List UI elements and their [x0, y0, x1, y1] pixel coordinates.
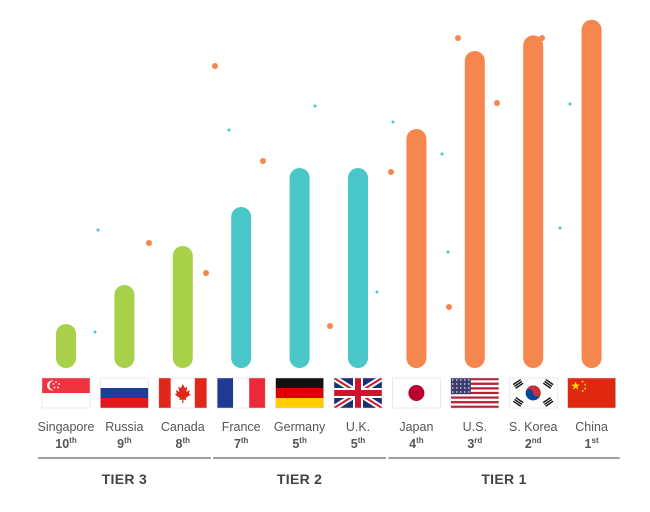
decor-dot: [203, 270, 209, 276]
decor-dot: [96, 228, 100, 232]
country-label: Singapore: [38, 420, 95, 434]
decor-dot: [446, 304, 452, 310]
singapore-flag-icon: [41, 377, 91, 409]
rank-label: 2nd: [525, 436, 542, 451]
germany-flag-icon: [275, 377, 324, 409]
decor-dot: [313, 104, 317, 108]
decor-dot: [375, 290, 379, 294]
decor-dot: [146, 240, 152, 246]
bar-france: [231, 207, 252, 368]
france-flag-icon: [216, 377, 266, 409]
rank-label: 8th: [176, 436, 191, 451]
rank-label: 3rd: [467, 436, 482, 451]
decor-dot: [494, 100, 500, 106]
decor-dot: [446, 250, 450, 254]
south-korea-flag-icon: [508, 377, 558, 409]
decor-dot: [327, 323, 333, 329]
rank-label: 1st: [585, 436, 599, 451]
rank-label: 7th: [234, 436, 249, 451]
country-label: Germany: [274, 420, 326, 434]
bar-canada: [172, 246, 193, 368]
decor-dot: [568, 102, 572, 106]
decor-dot: [388, 169, 394, 175]
tier-label: TIER 2: [277, 471, 322, 487]
decor-dot: [558, 226, 562, 230]
tier-label: TIER 1: [481, 471, 526, 487]
decor-dot: [93, 330, 97, 334]
bar-u-k-: [348, 168, 368, 368]
country-label: S. Korea: [509, 420, 558, 434]
country-label: China: [575, 420, 608, 434]
us-flag-icon: [450, 377, 500, 409]
country-label: U.K.: [346, 420, 370, 434]
rank-label: 10th: [55, 436, 77, 451]
decor-dot: [391, 120, 395, 124]
bar-russia: [114, 285, 135, 368]
decor-dot: [212, 63, 218, 69]
country-label: France: [222, 420, 261, 434]
bar-china: [581, 19, 602, 369]
decor-dot: [260, 158, 266, 164]
country-label: Canada: [161, 420, 205, 434]
decor-dot: [227, 128, 231, 132]
country-label: Russia: [105, 420, 143, 434]
decor-dot: [440, 152, 444, 156]
country-label: Japan: [399, 420, 433, 434]
canada-flag-icon: [158, 377, 208, 409]
china-flag-icon: [567, 377, 616, 409]
russia-flag-icon: [100, 377, 149, 409]
bar-germany: [289, 168, 310, 368]
japan-flag-icon: [392, 377, 441, 409]
rank-label: 4th: [409, 436, 424, 451]
bar-singapore: [56, 324, 76, 368]
bar-u-s-: [464, 51, 485, 368]
tier-label: TIER 3: [102, 471, 147, 487]
rank-label: 9th: [117, 436, 132, 451]
bar-s-korea: [523, 35, 544, 369]
decor-dot: [455, 35, 461, 41]
uk-flag-icon: [333, 377, 383, 409]
rank-label: 5th: [351, 436, 366, 451]
bar-japan: [406, 129, 427, 368]
country-label: U.S.: [463, 420, 487, 434]
rank-label: 5th: [292, 436, 307, 451]
